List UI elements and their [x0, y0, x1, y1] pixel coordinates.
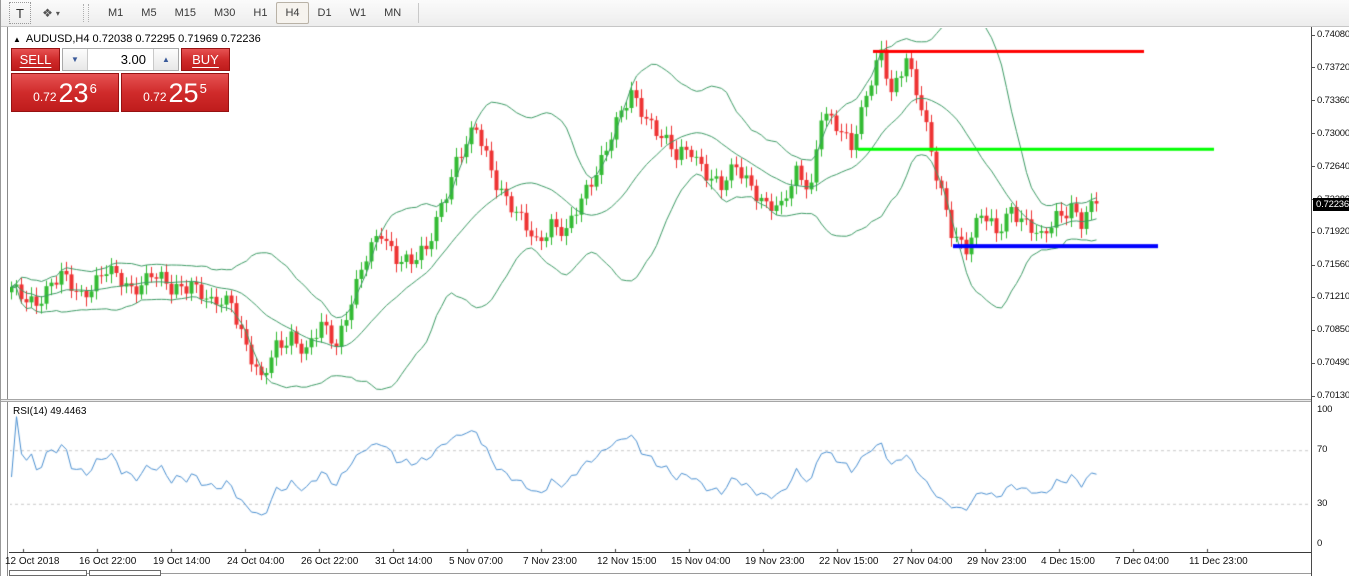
rsi-axis-label: 100 [1317, 404, 1333, 415]
price-axis-tick [1312, 395, 1315, 397]
bid-prefix: 0.72 [33, 90, 57, 104]
sell-button[interactable]: SELL [11, 48, 60, 71]
timeframe-button-m15[interactable]: M15 [174, 7, 196, 19]
time-axis-label: 4 Dec 15:00 [1041, 556, 1095, 567]
price-axis-label: 0.71210 [1317, 291, 1349, 303]
rsi-axis-label: 0 [1317, 538, 1323, 549]
ask-point: 5 [199, 81, 207, 96]
price-axis-tick [1312, 264, 1315, 266]
toolbar-grip[interactable] [83, 4, 89, 22]
rsi-pane-border [9, 552, 1311, 553]
ask-prefix: 0.72 [143, 90, 167, 104]
time-axis-label: 7 Dec 04:00 [1115, 556, 1169, 567]
symbol-ohlc-text: AUDUSD,H4 0.72038 0.72295 0.71969 0.7223… [25, 33, 261, 45]
time-axis-label: 27 Nov 04:00 [893, 556, 953, 567]
volume-input[interactable]: 3.00 [88, 49, 153, 70]
rsi-axis-label: 30 [1317, 497, 1328, 509]
price-axis-label: 0.72640 [1317, 160, 1349, 172]
time-axis-label: 29 Nov 23:00 [967, 556, 1027, 567]
crosshair-tool-icon: ❖ [42, 6, 53, 20]
time-axis-label: 19 Nov 23:00 [745, 556, 805, 567]
bid-price-button[interactable]: 0.72 23 6 [11, 73, 119, 112]
price-axis-tick [1312, 166, 1315, 168]
time-axis-label: 24 Oct 04:00 [227, 556, 285, 567]
price-axis-label: 0.73720 [1317, 61, 1349, 73]
chevron-down-icon: ▾ [55, 8, 60, 18]
horizontal-scrollbar-track[interactable] [9, 573, 1311, 574]
volume-decrease-button[interactable]: ▼ [63, 49, 88, 70]
price-axis-label: 0.70130 [1317, 390, 1349, 402]
toolbar: T ❖ ▾ M1 M5 M15 M30 H1 H4 D1 W1 MN [1, 0, 1349, 27]
price-axis-tick [1312, 362, 1315, 364]
volume-increase-button[interactable]: ▲ [153, 49, 178, 70]
price-axis-tick [1312, 296, 1315, 298]
ask-price-button[interactable]: 0.72 25 5 [121, 73, 229, 112]
timeframe-button-m30[interactable]: M30 [213, 7, 236, 19]
time-axis-label: 19 Oct 14:00 [153, 556, 211, 567]
price-axis-label: 0.70490 [1317, 357, 1349, 369]
pane-splitter[interactable] [1, 399, 1312, 402]
collapse-arrow-icon[interactable]: ▲ [13, 34, 21, 44]
time-axis-label: 16 Oct 22:00 [79, 556, 137, 567]
ask-pips: 25 [168, 78, 199, 108]
price-axis-label: 0.70850 [1317, 324, 1349, 336]
spinner-down-icon: ▼ [71, 55, 79, 64]
text-tool-button[interactable]: T [9, 2, 31, 24]
window-left-border [7, 27, 10, 576]
time-axis-label: 31 Oct 14:00 [375, 556, 433, 567]
symbol-ohlc-line: ▲ AUDUSD,H4 0.72038 0.72295 0.71969 0.72… [13, 33, 261, 45]
toolbar-separator [418, 3, 420, 23]
bid-pips: 23 [58, 78, 89, 108]
time-axis-label: 12 Nov 15:00 [597, 556, 657, 567]
horizontal-scrollbar-thumb[interactable] [89, 570, 161, 576]
price-axis-tick [1312, 34, 1315, 36]
time-axis-label: 22 Nov 15:00 [819, 556, 879, 567]
price-axis-tick [1312, 231, 1315, 233]
price-chart-canvas[interactable] [9, 28, 1311, 553]
price-axis-label: 0.74080 [1317, 29, 1349, 40]
current-price-tag: 0.72236 [1313, 197, 1349, 211]
bid-point: 6 [89, 81, 97, 96]
price-axis-label: 0.73000 [1317, 127, 1349, 139]
timeframe-button-m1[interactable]: M1 [108, 7, 124, 19]
volume-stepper: ▼ 3.00 ▲ [62, 48, 179, 71]
time-axis-label: 26 Oct 22:00 [301, 556, 359, 567]
price-axis-tick [1312, 100, 1315, 102]
price-axis-label: 0.71920 [1317, 226, 1349, 238]
price-axis-tick [1312, 67, 1315, 69]
timeframe-button-d1[interactable]: D1 [317, 7, 332, 19]
timeframe-button-h1[interactable]: H1 [253, 7, 268, 19]
time-axis-label: 11 Dec 23:00 [1189, 556, 1248, 567]
time-axis-label: 12 Oct 2018 [5, 556, 60, 567]
timeframe-button-w1[interactable]: W1 [349, 7, 367, 19]
time-axis-label: 15 Nov 04:00 [671, 556, 731, 567]
rsi-axis-label: 70 [1317, 444, 1328, 456]
price-axis-tick [1312, 329, 1315, 331]
price-axis-label: 0.71560 [1317, 259, 1349, 271]
rsi-indicator-label: RSI(14) 49.4463 [13, 406, 87, 417]
time-axis-label: 5 Nov 07:00 [449, 556, 503, 567]
timeframe-button-m5[interactable]: M5 [141, 7, 157, 19]
cursor-tool-button[interactable]: ❖ ▾ [35, 2, 67, 24]
spinner-up-icon: ▲ [162, 55, 170, 64]
buy-button[interactable]: BUY [181, 48, 230, 71]
horizontal-scrollbar-thumb[interactable] [9, 570, 87, 576]
price-axis-tick [1312, 133, 1315, 135]
timeframe-group: M1 M5 M15 M30 H1 H4 D1 W1 MN [99, 2, 410, 24]
one-click-trade-panel: SELL ▼ 3.00 ▲ BUY 0.72 23 6 0.72 25 5 [11, 48, 230, 112]
timeframe-button-mn[interactable]: MN [384, 7, 402, 19]
price-axis-label: 0.73360 [1317, 94, 1349, 106]
price-axis[interactable]: 0.74080 0.73720 0.73360 0.73000 0.72640 0.722… [1311, 27, 1349, 576]
time-axis-label: 7 Nov 23:00 [523, 556, 577, 567]
timeframe-button-h4[interactable]: H4 [276, 2, 309, 24]
